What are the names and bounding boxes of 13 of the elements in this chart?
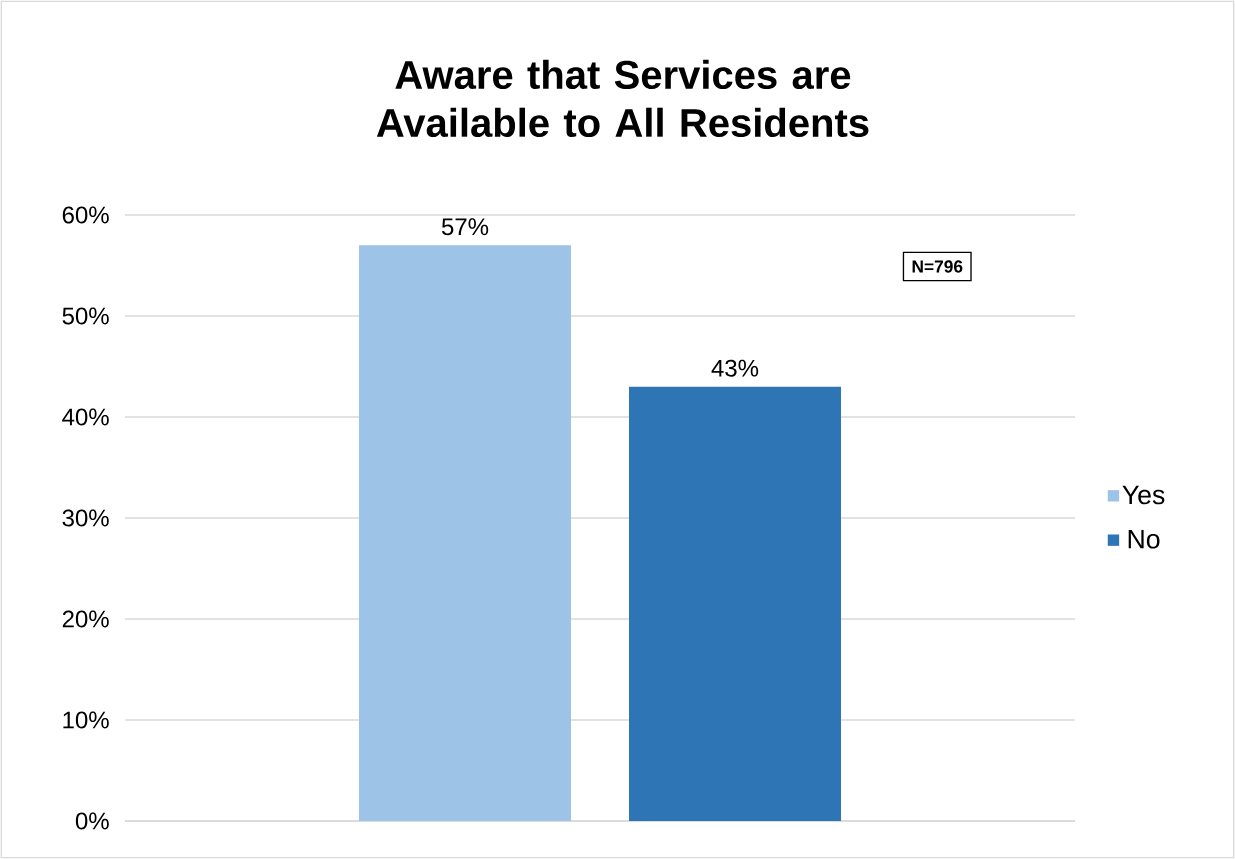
y-tick-label: 50% xyxy=(62,307,109,325)
legend-label: Yes xyxy=(1122,485,1165,505)
legend-label: No xyxy=(1128,529,1160,549)
data-label: 43% xyxy=(711,359,759,377)
y-tick-label: 30% xyxy=(62,509,109,527)
data-label: 57% xyxy=(441,218,489,236)
y-tick-label: 60% xyxy=(62,206,109,224)
annotation: N=796 xyxy=(912,260,963,273)
y-tick-label: 20% xyxy=(62,610,109,628)
y-tick-label: 10% xyxy=(63,711,109,729)
y-tick-label: 0% xyxy=(75,812,109,830)
chart-title: Aware that Services are Available to All Residents xyxy=(376,59,869,138)
y-tick-label: 40% xyxy=(62,408,109,426)
